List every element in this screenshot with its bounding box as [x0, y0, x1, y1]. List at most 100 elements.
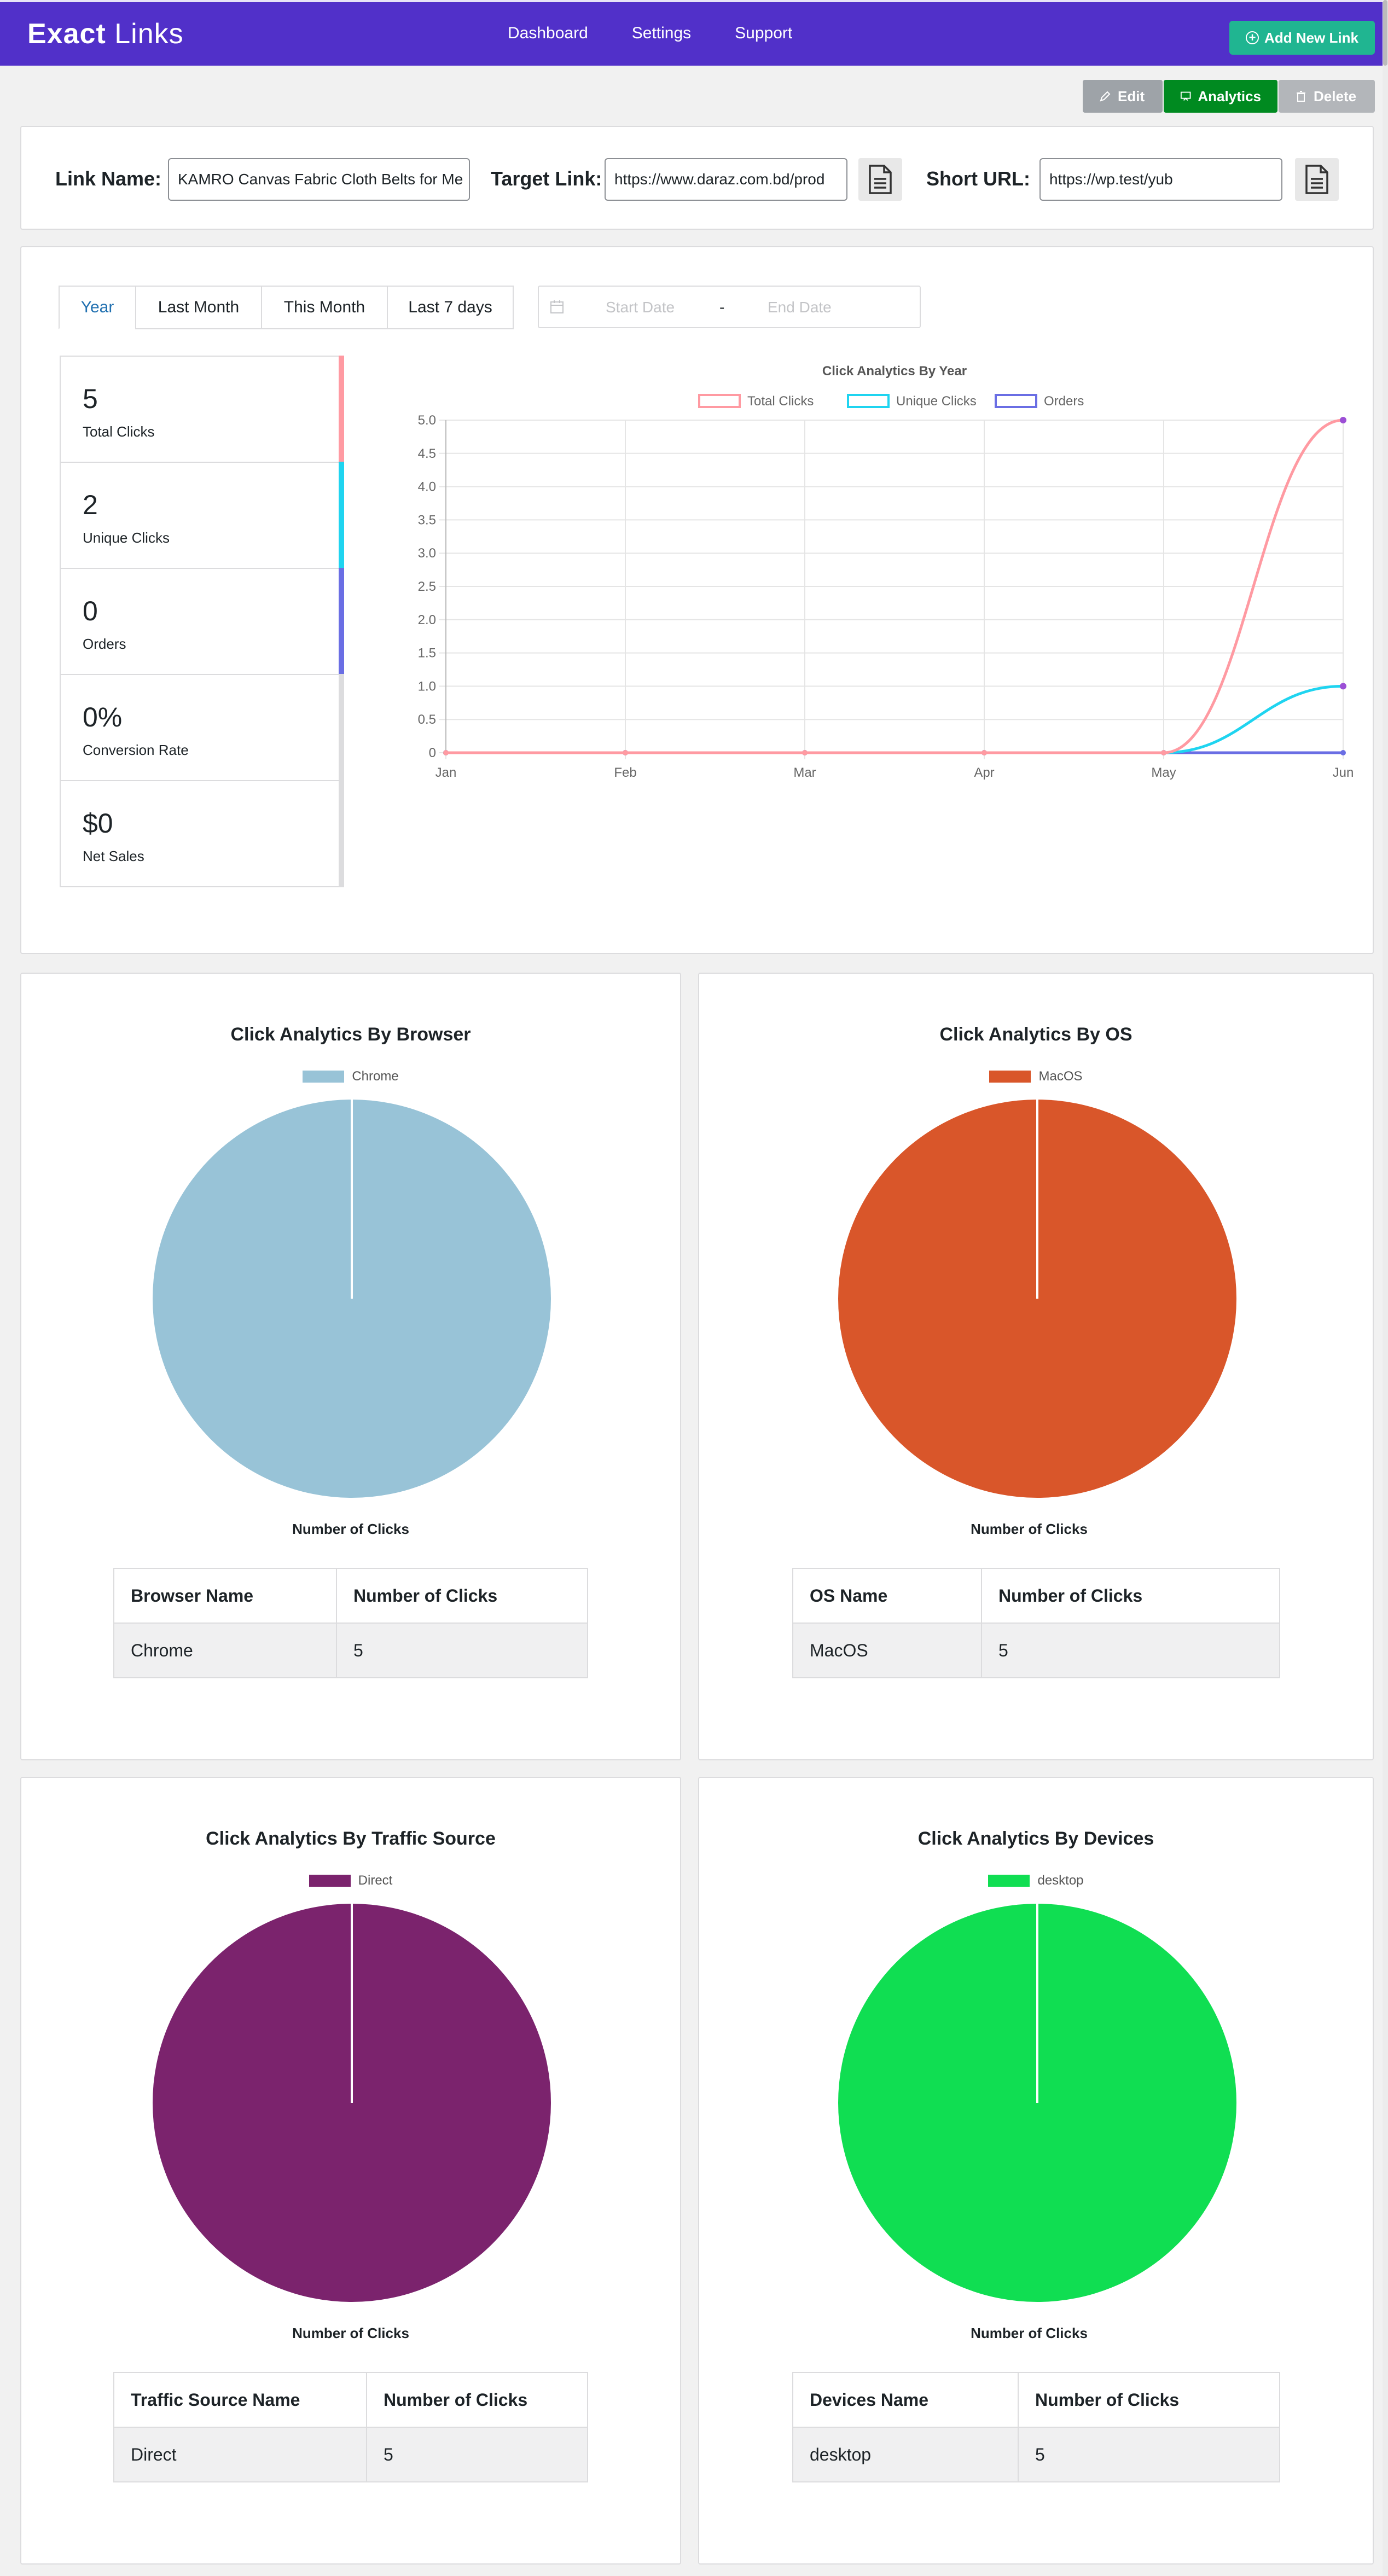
- line-chart: Click Analytics By Year Total Clicks Uniqu…: [382, 357, 1356, 871]
- devices-card: Click Analytics By Devices desktop Numbe…: [698, 1777, 1374, 2565]
- main-nav: Dashboard Settings Support: [508, 24, 792, 43]
- os-pie: [838, 1100, 1236, 1498]
- legend-label: Total Clicks: [747, 394, 814, 409]
- copy-short-url-button[interactable]: [1295, 158, 1339, 201]
- column-header: Browser Name: [113, 1568, 337, 1624]
- stat-orders: 0 Orders: [60, 568, 344, 675]
- table-header-row: Traffic Source Name Number of Clicks: [113, 2372, 588, 2428]
- series-line: [445, 418, 1344, 754]
- chart-caption: Number of Clicks: [971, 2325, 1088, 2341]
- y-tick-label: 1.5: [418, 646, 436, 661]
- edit-button[interactable]: Edit: [1083, 80, 1163, 113]
- document-icon: [1305, 165, 1328, 194]
- chart-legend: MacOS: [699, 1069, 1373, 1084]
- table-cell: Direct: [113, 2427, 367, 2482]
- edit-label: Edit: [1118, 88, 1145, 104]
- end-date-input[interactable]: End Date: [768, 299, 832, 316]
- data-point: [623, 750, 628, 755]
- devices-pie: [838, 1904, 1236, 2302]
- y-tick-label: 2.0: [418, 613, 436, 627]
- table-cell: MacOS: [792, 1623, 982, 1678]
- date-range-picker[interactable]: Start Date - End Date: [538, 286, 921, 328]
- analytics-button[interactable]: Analytics: [1164, 80, 1277, 113]
- stat-label: Total Clicks: [83, 423, 155, 440]
- nav-settings[interactable]: Settings: [631, 24, 692, 42]
- chart-caption: Number of Clicks: [971, 1521, 1088, 1537]
- chart-legend: desktop: [699, 1873, 1373, 1888]
- stat-color-bar: [339, 356, 344, 463]
- scrollbar-thumb[interactable]: [1383, 0, 1387, 66]
- y-tick-label: 2.5: [418, 579, 436, 594]
- chart-title: Click Analytics By Year: [822, 364, 967, 379]
- os-table: OS Name Number of Clicks MacOS 5: [792, 1568, 1280, 1678]
- y-tick-label: 1.0: [418, 679, 436, 694]
- stat-unique-clicks: 2 Unique Clicks: [60, 462, 344, 569]
- target-link-label: Target Link:: [491, 167, 602, 190]
- column-header: Traffic Source Name: [113, 2372, 367, 2428]
- table-cell: desktop: [792, 2427, 1019, 2482]
- stat-color-bar: [339, 674, 344, 781]
- stat-total-clicks: 5 Total Clicks: [60, 356, 344, 463]
- stat-label: Orders: [83, 636, 126, 652]
- tab-last-month[interactable]: Last Month: [135, 286, 262, 329]
- period-tabs: Year Last Month This Month Last 7 days: [59, 286, 514, 329]
- stat-value: 2: [83, 490, 98, 520]
- table-row: MacOS 5: [792, 1623, 1280, 1678]
- chart-legend: Chrome: [21, 1069, 680, 1084]
- x-tick-label: Mar: [793, 765, 816, 780]
- start-date-input[interactable]: Start Date: [606, 299, 675, 316]
- stat-value: 0: [83, 596, 98, 626]
- target-link-field[interactable]: https://www.daraz.com.bd/prod: [605, 158, 847, 201]
- short-url-label: Short URL:: [926, 167, 1030, 190]
- x-tick-label: Apr: [974, 765, 994, 780]
- devices-table: Devices Name Number of Clicks desktop 5: [792, 2372, 1280, 2482]
- legend-label: Unique Clicks: [896, 394, 977, 409]
- stat-value: $0: [83, 808, 113, 839]
- column-header: Number of Clicks: [981, 1568, 1280, 1624]
- stat-label: Net Sales: [83, 848, 144, 864]
- chart-title: Click Analytics By Browser: [230, 1024, 471, 1045]
- data-point-marker: [1340, 417, 1346, 423]
- y-tick-label: 4.0: [418, 480, 436, 495]
- legend-swatch: [847, 394, 890, 408]
- data-point-marker: [1340, 683, 1346, 690]
- copy-target-button[interactable]: [858, 158, 902, 201]
- legend-swatch: [303, 1071, 345, 1083]
- tab-this-month[interactable]: This Month: [261, 286, 388, 329]
- x-tick-label: May: [1151, 765, 1176, 780]
- table-header-row: Browser Name Number of Clicks: [113, 1568, 588, 1624]
- stat-label: Conversion Rate: [83, 742, 189, 758]
- document-icon: [869, 165, 892, 194]
- analytics-card: Year Last Month This Month Last 7 days S…: [20, 246, 1374, 954]
- legend-swatch: [698, 394, 741, 408]
- tab-last-7-days[interactable]: Last 7 days: [387, 286, 514, 329]
- data-point: [982, 750, 987, 755]
- table-header-row: OS Name Number of Clicks: [792, 1568, 1280, 1624]
- column-header: OS Name: [792, 1568, 982, 1624]
- column-header: Number of Clicks: [336, 1568, 588, 1624]
- stat-net-sales: $0 Net Sales: [60, 780, 344, 887]
- data-point: [1340, 750, 1346, 755]
- table-cell: 5: [981, 1623, 1280, 1678]
- tab-year[interactable]: Year: [59, 286, 136, 329]
- calendar-icon: [550, 300, 564, 313]
- page-scrollbar[interactable]: [1383, 0, 1388, 2576]
- nav-dashboard[interactable]: Dashboard: [508, 24, 588, 42]
- delete-button[interactable]: Delete: [1279, 80, 1375, 113]
- short-url-field[interactable]: https://wp.test/yub: [1039, 158, 1282, 201]
- link-name-field[interactable]: KAMRO Canvas Fabric Cloth Belts for Me: [168, 158, 470, 201]
- stat-conversion-rate: 0% Conversion Rate: [60, 674, 344, 781]
- table-cell: 5: [366, 2427, 588, 2482]
- legend-label: Chrome: [352, 1069, 399, 1084]
- table-header-row: Devices Name Number of Clicks: [792, 2372, 1280, 2428]
- legend-swatch: [988, 1875, 1030, 1887]
- chart-title: Click Analytics By OS: [939, 1024, 1133, 1045]
- traffic-source-card: Click Analytics By Traffic Source Direct…: [20, 1777, 681, 2565]
- logo[interactable]: Exact Links: [27, 18, 184, 50]
- stat-color-bar: [339, 568, 344, 675]
- stat-label: Unique Clicks: [83, 530, 170, 546]
- table-cell: 5: [336, 1623, 588, 1678]
- add-new-link-button[interactable]: + Add New Link: [1229, 21, 1375, 55]
- nav-support[interactable]: Support: [735, 24, 793, 42]
- stat-value: 0%: [83, 702, 123, 732]
